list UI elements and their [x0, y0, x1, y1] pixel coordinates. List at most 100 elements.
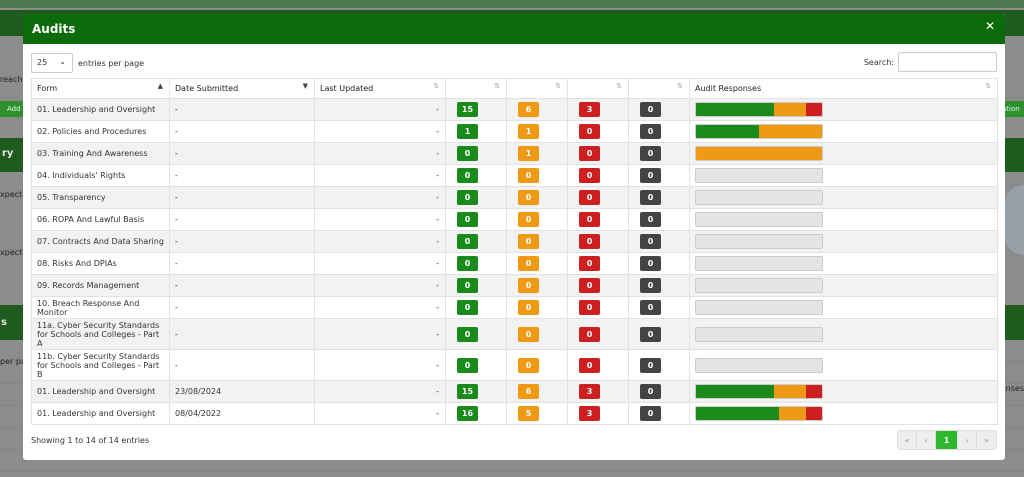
count-cell: 0 [445, 208, 507, 231]
column-header-audit-responses[interactable]: Audit Responses ⇅ [689, 78, 998, 99]
search-input[interactable] [898, 52, 997, 72]
table-row[interactable]: 06. ROPA And Lawful Basis - -0 0 0 0 [31, 208, 998, 231]
table-row[interactable]: 09. Records Management - -0 0 0 0 [31, 274, 998, 297]
pagination-last[interactable]: » [977, 431, 996, 449]
table-row[interactable]: 10. Breach Response And Monitor - -0 0 0 0 [31, 296, 998, 319]
table-row[interactable]: 01. Leadership and Oversight 23/08/2024-1… [31, 380, 998, 403]
pagination-first[interactable]: « [898, 431, 917, 449]
form-cell[interactable]: 08. Risks And DPIAs [31, 252, 170, 275]
column-header-label: Audit Responses [695, 84, 762, 93]
count-cell: 0 [445, 274, 507, 297]
audit-response-bar [695, 124, 823, 139]
column-header-date-submitted[interactable]: Date Submitted ▼ [169, 78, 315, 99]
column-header-red[interactable]: ⇅ [567, 78, 629, 99]
bar-segment-amber [696, 147, 822, 160]
green-count-badge: 0 [457, 326, 478, 342]
table-row[interactable]: 08. Risks And DPIAs - -0 0 0 0 [31, 252, 998, 275]
close-icon[interactable]: ✕ [984, 19, 996, 33]
count-cell: 0 [567, 349, 629, 381]
dark-count-badge: 0 [640, 102, 661, 117]
date-submitted-cell: - [169, 318, 315, 350]
form-cell[interactable]: 05. Transparency [31, 186, 170, 209]
date-submitted-cell: - [169, 230, 315, 253]
dark-count-badge: 0 [640, 326, 661, 342]
date-submitted-cell: - [169, 164, 315, 187]
audit-response-bar [695, 406, 823, 421]
amber-count-badge: 0 [518, 234, 539, 249]
count-cell: 0 [567, 296, 629, 319]
pagination-next[interactable]: › [958, 431, 977, 449]
pagination-page[interactable]: 1 [936, 431, 958, 449]
green-count-badge: 0 [457, 212, 478, 227]
form-cell[interactable]: 11a. Cyber Security Standards for School… [31, 318, 170, 350]
column-header-green[interactable]: ⇅ [445, 78, 507, 99]
count-cell: 0 [506, 318, 568, 350]
table-row[interactable]: 11a. Cyber Security Standards for School… [31, 318, 998, 350]
sort-icon: ⇅ [677, 82, 683, 90]
form-cell[interactable]: 03. Training And Awareness [31, 142, 170, 165]
count-cell: 0 [567, 208, 629, 231]
background-text: ry [2, 148, 14, 159]
count-cell: 16 [445, 402, 507, 425]
date-submitted-cell: - [169, 349, 315, 381]
table-row[interactable]: 01. Leadership and Oversight - -15 6 3 0 [31, 98, 998, 121]
table-row[interactable]: 05. Transparency - -0 0 0 0 [31, 186, 998, 209]
green-count-badge: 15 [457, 102, 478, 117]
column-header-last-updated[interactable]: Last Updated ⇅ [314, 78, 446, 99]
dark-count-badge: 0 [640, 124, 661, 139]
last-updated-cell: - [314, 318, 446, 350]
last-updated-cell: - [314, 208, 446, 231]
dark-count-badge: 0 [640, 256, 661, 271]
pagination-prev[interactable]: ‹ [917, 431, 936, 449]
count-cell: 0 [628, 142, 690, 165]
amber-count-badge: 0 [518, 256, 539, 271]
sort-icon: ⇅ [494, 82, 500, 90]
amber-count-badge: 1 [518, 124, 539, 139]
form-cell[interactable]: 10. Breach Response And Monitor [31, 296, 170, 319]
table-row[interactable]: 11b. Cyber Security Standards for School… [31, 349, 998, 381]
table-row[interactable]: 04. Individuals' Rights - -0 0 0 0 [31, 164, 998, 187]
form-cell[interactable]: 11b. Cyber Security Standards for School… [31, 349, 170, 381]
red-count-badge: 0 [579, 278, 600, 293]
audit-responses-cell [689, 318, 998, 350]
audit-response-bar [695, 212, 823, 227]
form-cell[interactable]: 02. Policies and Procedures [31, 120, 170, 143]
column-header-amber[interactable]: ⇅ [506, 78, 568, 99]
form-cell[interactable]: 01. Leadership and Oversight [31, 402, 170, 425]
entries-per-page-select[interactable]: 25 ⌄ [31, 53, 73, 73]
form-cell[interactable]: 07. Contracts And Data Sharing [31, 230, 170, 253]
table-row[interactable]: 07. Contracts And Data Sharing - -0 0 0 0 [31, 230, 998, 253]
audit-response-bar [695, 190, 823, 205]
date-submitted-cell: - [169, 208, 315, 231]
last-updated-cell: - [314, 296, 446, 319]
audit-response-bar [695, 256, 823, 271]
form-cell[interactable]: 06. ROPA And Lawful Basis [31, 208, 170, 231]
audit-responses-cell [689, 349, 998, 381]
form-cell[interactable]: 01. Leadership and Oversight [31, 98, 170, 121]
sort-icon: ⇅ [985, 82, 991, 90]
count-cell: 0 [628, 164, 690, 187]
table-info: Showing 1 to 14 of 14 entries [31, 436, 150, 445]
dark-count-badge: 0 [640, 212, 661, 227]
column-header-form[interactable]: Form ▲ [31, 78, 170, 99]
count-cell: 0 [628, 230, 690, 253]
count-cell: 0 [567, 318, 629, 350]
table-row[interactable]: 01. Leadership and Oversight 08/04/2022-1… [31, 402, 998, 425]
search-control: Search: [864, 52, 997, 72]
form-cell[interactable]: 04. Individuals' Rights [31, 164, 170, 187]
entries-per-page-value: 25 [37, 58, 48, 67]
green-count-badge: 0 [457, 190, 478, 205]
background-text: per pag [0, 357, 31, 366]
form-cell[interactable]: 01. Leadership and Oversight [31, 380, 170, 403]
green-count-badge: 0 [457, 146, 478, 161]
count-cell: 0 [445, 164, 507, 187]
bar-segment-green [696, 407, 780, 420]
column-header-dark[interactable]: ⇅ [628, 78, 690, 99]
table-row[interactable]: 02. Policies and Procedures - -1 1 0 0 [31, 120, 998, 143]
green-count-badge: 15 [457, 384, 478, 399]
count-cell: 0 [628, 208, 690, 231]
red-count-badge: 3 [579, 384, 600, 399]
form-cell[interactable]: 09. Records Management [31, 274, 170, 297]
green-count-badge: 1 [457, 124, 478, 139]
table-row[interactable]: 03. Training And Awareness - -0 1 0 0 [31, 142, 998, 165]
